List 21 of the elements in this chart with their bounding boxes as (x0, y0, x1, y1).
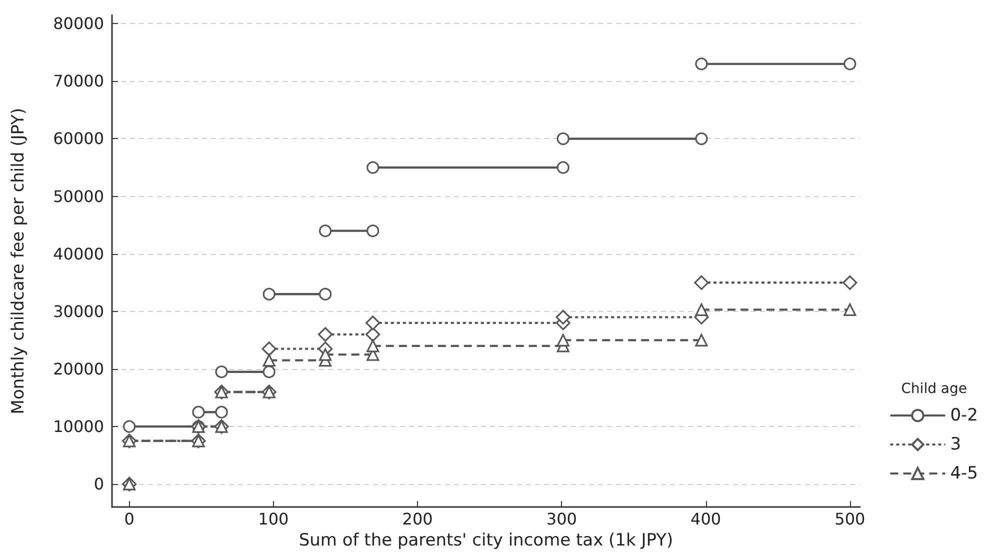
x-tick-label: 0 (124, 510, 134, 529)
x-tick-label: 300 (546, 510, 577, 529)
legend-label: 0-2 (950, 406, 978, 426)
x-tick-label: 400 (690, 510, 722, 529)
x-axis-title: Sum of the parents' city income tax (1k JPY) (298, 530, 674, 550)
y-tick-label: 40000 (53, 244, 104, 264)
y-tick-label: 30000 (53, 302, 104, 321)
legend-title: Child age (901, 381, 967, 397)
x-tick-label: 100 (258, 510, 289, 529)
y-tick-label: 70000 (53, 72, 104, 91)
y-axis-title: Monthly childcare fee per child (JPY) (8, 108, 28, 414)
y-tick-label: 80000 (53, 14, 104, 34)
y-tick-label: 20000 (53, 359, 104, 378)
y-tick-label: 60000 (53, 129, 104, 148)
y-tick-label: 10000 (53, 417, 104, 436)
legend-label: 3 (950, 434, 962, 454)
y-tick-label: 50000 (53, 186, 104, 206)
x-tick-label: 200 (402, 510, 433, 529)
legend-label: 4-5 (950, 464, 978, 484)
y-tick-label: 0 (94, 474, 104, 494)
x-tick-label: 500 (834, 510, 866, 529)
